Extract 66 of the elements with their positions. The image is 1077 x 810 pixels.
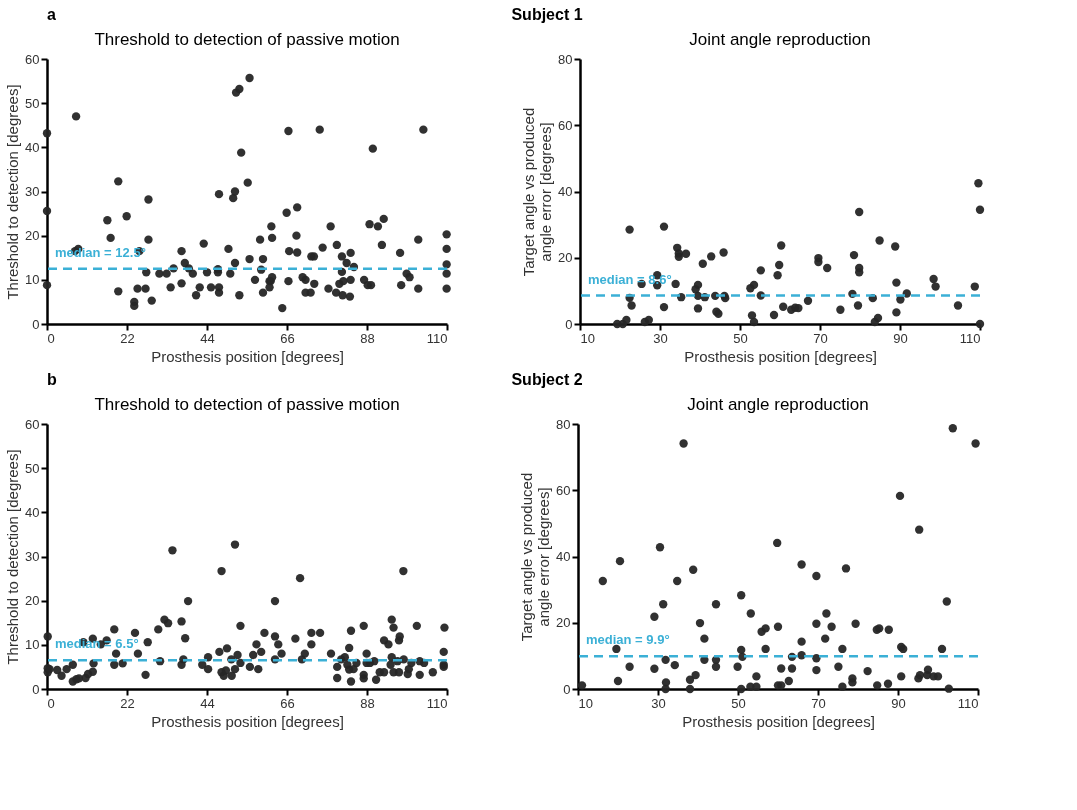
y-tick-label: 20 (556, 615, 571, 631)
y-axis-title: Target angle vs produced angle error [degrees] (518, 472, 553, 642)
x-tick-label: 88 (360, 695, 375, 711)
x-tick-label: 44 (200, 695, 215, 711)
ref-line-label: median = 12.5° (55, 244, 146, 260)
y-tick-label: 60 (25, 416, 40, 432)
x-tick-label: 50 (733, 330, 748, 346)
x-axis-title: Prosthesis position [degrees] (151, 712, 344, 730)
y-axis-title: Target angle vs produced angle error [degrees] (520, 107, 555, 277)
x-tick-label: 70 (813, 330, 828, 346)
y-tick-label: 30 (25, 549, 40, 564)
x-axis-title: Prosthesis position [degrees] (684, 347, 877, 365)
y-tick-label: 40 (25, 139, 40, 155)
y-tick-label: 50 (25, 95, 40, 111)
y-tick-label: 60 (556, 482, 571, 498)
x-tick-label: 110 (959, 330, 981, 346)
x-tick-label: 22 (120, 330, 135, 346)
y-tick-label: 10 (25, 272, 40, 288)
y-tick-label: 0 (563, 681, 571, 697)
x-tick-label: 110 (426, 695, 448, 711)
x-tick-label: 0 (47, 695, 55, 711)
x-tick-label: 66 (280, 695, 295, 711)
x-tick-label: 110 (957, 695, 979, 711)
y-tick-label: 0 (32, 316, 40, 332)
y-tick-label: 0 (32, 681, 40, 697)
x-axis-title: Prosthesis position [degrees] (682, 712, 875, 730)
y-tick-label: 40 (558, 184, 573, 199)
y-tick-label: 10 (25, 637, 40, 653)
text: Subject 1 (511, 6, 583, 23)
chart-title: Joint angle reproduction (689, 30, 871, 49)
y-tick-label: 20 (558, 250, 573, 266)
y-tick-label: 20 (25, 593, 40, 609)
y-axis-title: Threshold to detection [degrees] (4, 84, 22, 300)
chart-title: Threshold to detection of passive motion (94, 30, 400, 49)
x-tick-label: 66 (280, 330, 295, 346)
y-tick-label: 60 (558, 117, 573, 133)
x-tick-label: 90 (893, 330, 908, 346)
x-axis-title: Prosthesis position [degrees] (151, 347, 344, 365)
y-tick-label: 50 (25, 460, 40, 476)
x-tick-label: 70 (811, 695, 826, 711)
y-tick-label: 30 (25, 184, 40, 199)
x-tick-label: 30 (651, 695, 666, 711)
ref-line-label: median = 9.9° (586, 632, 670, 648)
x-tick-label: 110 (426, 330, 448, 346)
x-tick-label: 50 (731, 695, 746, 711)
x-tick-label: 22 (120, 695, 135, 711)
text: a (47, 6, 56, 23)
x-tick-label: 44 (200, 330, 215, 346)
x-tick-label: 88 (360, 330, 375, 346)
x-tick-label: 10 (580, 330, 595, 346)
y-tick-label: 80 (558, 51, 573, 67)
x-tick-label: 0 (47, 330, 55, 346)
y-tick-label: 60 (25, 51, 40, 67)
chart-title: Joint angle reproduction (687, 395, 869, 414)
chart-title: Threshold to detection of passive motion (94, 395, 400, 414)
x-tick-label: 90 (891, 695, 906, 711)
y-tick-label: 20 (25, 228, 40, 244)
y-tick-label: 40 (25, 504, 40, 520)
x-tick-label: 10 (578, 695, 593, 711)
y-tick-label: 0 (565, 316, 573, 332)
y-tick-label: 40 (556, 549, 571, 564)
x-tick-label: 30 (653, 330, 668, 346)
y-axis-title: Threshold to detection [degrees] (4, 449, 22, 665)
text: b (47, 371, 57, 388)
text: Subject 2 (511, 371, 583, 388)
y-tick-label: 80 (556, 416, 571, 432)
